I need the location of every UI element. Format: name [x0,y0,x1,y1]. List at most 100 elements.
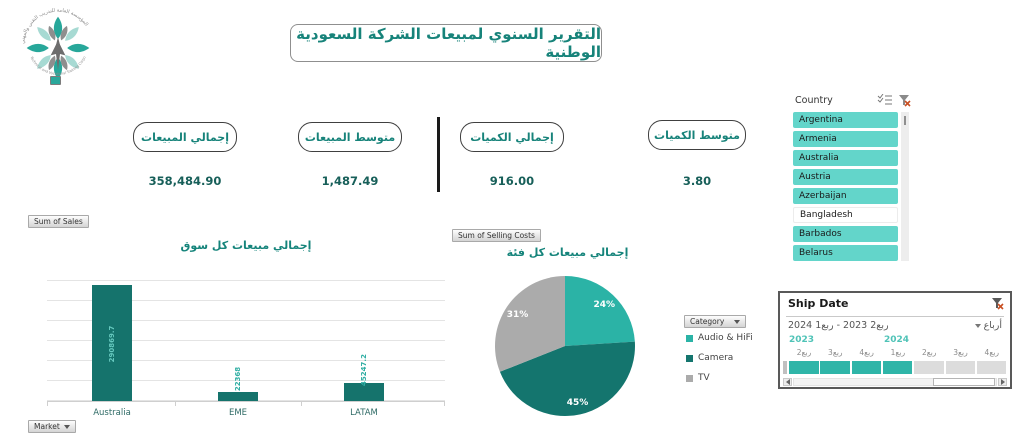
timeline-cell[interactable] [945,361,975,374]
clear-filter-icon[interactable] [898,94,911,107]
bar-australia[interactable] [92,284,132,401]
timeline-quarter-label: ربع2 [796,348,812,357]
category-field-label: Category [690,317,725,326]
timeline-scroll-right[interactable] [998,378,1007,386]
market-field-label: Market [34,422,60,431]
pie-slice-label: 31% [507,310,529,320]
sum-of-selling-costs-label: Sum of Selling Costs [458,231,535,240]
bar-xlabel-latam: LATAM [350,408,378,418]
legend-swatch [686,354,693,362]
scroll-right-icon [1000,379,1005,385]
pie-slice-audio-hifi[interactable] [565,276,635,346]
bar-data-label: 22368 [234,366,242,392]
bar-chart-title: إجمالي مبيعات كل سوق [180,239,312,252]
chevron-down-icon [734,319,740,324]
timeline-separator [786,316,1004,317]
timeline-quarter-label: ربع4 [984,348,1000,357]
ship-date-timeline: Ship Date ربع2 2023 - ربع1 2024 أرباع 20… [778,291,1012,389]
timeline-quarter-label: ربع2 [921,348,937,357]
country-item[interactable]: Australia [793,150,898,166]
country-slicer-scroll-thumb[interactable] [904,116,906,125]
bar-xlabel-eme: EME [228,408,248,418]
sum-of-sales-label: Sum of Sales [34,217,83,226]
legend-item-camera[interactable]: Camera [686,353,733,363]
country-slicer: Country Argentina Armenia Australia Aust… [793,92,911,265]
timeline-range-label: ربع2 2023 - ربع1 2024 [788,320,889,331]
legend-swatch [686,334,693,342]
kpi-label-total-sales: إجمالي المبيعات [133,122,237,152]
legend-swatch [686,374,693,382]
timeline-cell[interactable] [851,361,882,374]
pie-slice-camera[interactable] [499,341,635,416]
logo-petals [26,16,90,80]
country-item[interactable]: Austria [793,169,898,185]
legend-item-tv[interactable]: TV [686,373,710,383]
timeline-period-label: أرباع [983,320,1002,331]
pie-chart-title: إجمالي مبيعات كل فئة [506,246,629,259]
kpi-value-avg-qty: 3.80 [682,174,712,188]
country-item[interactable]: Azerbaijan [793,188,898,204]
kpi-label-avg-sales: متوسط المبيعات [298,122,402,152]
pie-slice-tv[interactable] [495,276,565,372]
axis-tick [444,402,445,406]
scroll-left-icon [785,379,790,385]
country-item[interactable]: Bangladesh [793,207,898,223]
timeline-quarter-label: ربع1 [890,348,906,357]
legend-item-audio-hifi[interactable]: Audio & HiFi [686,333,753,343]
pie-svg[interactable]: 24% 45% 31% [493,274,637,418]
sum-of-selling-costs-button[interactable]: Sum of Selling Costs [452,229,541,242]
bar-eme[interactable] [218,392,258,401]
kpi-label-total-qty: إجمالي الكميات [460,122,564,152]
country-item[interactable]: Barbados [793,226,898,242]
sum-of-sales-button[interactable]: Sum of Sales [28,215,89,228]
chevron-down-icon [63,424,70,429]
country-slicer-title: Country [795,94,833,106]
timeline-period-dropdown[interactable]: أرباع [974,320,1002,331]
multi-select-icon[interactable] [877,94,892,106]
bar-latam[interactable] [344,382,384,401]
kpi-value-total-sales: 358,484.90 [148,174,222,188]
timeline-cell[interactable] [882,361,913,374]
legend-label: Audio & HiFi [698,333,753,343]
bar-xlabel-australia: Australia [93,408,131,418]
timeline-cell[interactable] [789,361,819,374]
country-slicer-items: Argentina Armenia Australia Austria Azer… [793,112,898,264]
timeline-year-2023: 2023 [789,335,815,345]
kpi-label-avg-qty: متوسط الكميات [648,120,746,150]
timeline-title: Ship Date [788,297,849,310]
category-field-button[interactable]: Category [684,315,746,328]
timeline-quarter-label: ربع3 [828,348,843,357]
tvtc-logo: المؤسسة العامة للتدريب التقني والمهني Te… [12,2,90,80]
country-item[interactable]: Armenia [793,131,898,147]
pie-slice-label: 45% [567,398,589,408]
country-slicer-scrollbar[interactable] [901,112,909,261]
timeline-scroll-thumb[interactable] [933,378,995,386]
country-item[interactable]: Belarus [793,245,898,261]
axis-tick [175,402,176,406]
timeline-prev-cell[interactable] [783,361,787,374]
kpi-value-total-qty: 916.00 [489,174,535,188]
bar-data-label: 45247.2 [360,353,368,386]
pie-slice-label: 24% [594,300,616,310]
axis-tick [47,402,48,406]
country-item[interactable]: Argentina [793,112,898,128]
page-title: التقرير السنوي لمبيعات الشركة السعودية ا… [290,24,602,62]
timeline-cell[interactable] [820,361,850,374]
kpi-value-avg-sales: 1,487.49 [321,174,379,188]
timeline-scroll-track[interactable] [793,378,997,386]
kpi-divider [437,117,440,192]
timeline-cell[interactable] [914,361,944,374]
bar-data-label: 290869.7 [108,325,116,363]
chevron-down-icon [974,323,981,328]
timeline-year-2024: 2024 [884,335,910,345]
timeline-cell[interactable] [976,361,1007,374]
legend-label: TV [698,373,710,383]
market-field-button[interactable]: Market [28,420,76,433]
logo-badge-icon [50,76,61,85]
legend-label: Camera [698,353,734,363]
timeline-quarter-label: ربع3 [953,348,968,357]
timeline-clear-filter-icon[interactable] [991,297,1004,310]
bar-plot: Australia EME LATAM 290869.7 22368 45247.2 [47,261,445,418]
timeline-scroll-left[interactable] [783,378,792,386]
